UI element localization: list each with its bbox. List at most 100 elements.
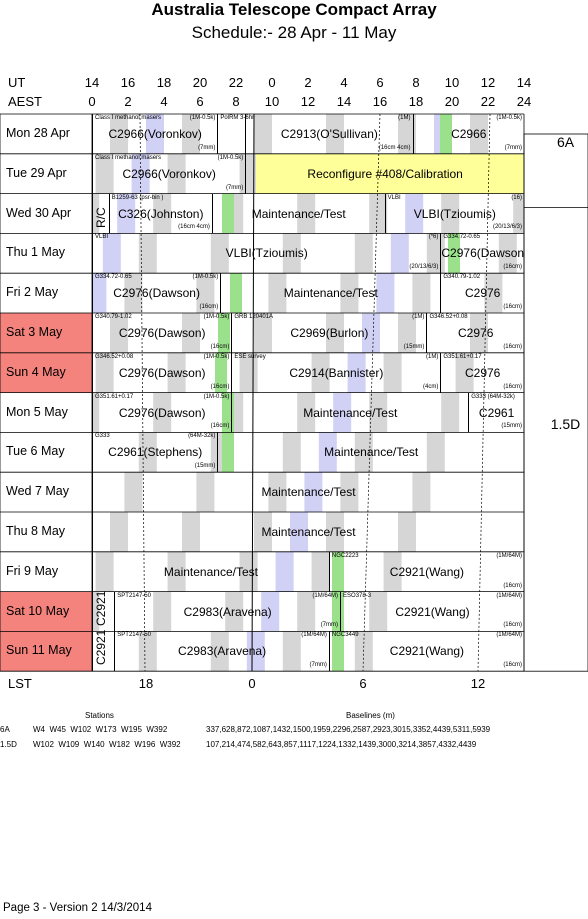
time-band: [347, 352, 366, 393]
ut-tick: 22: [228, 75, 244, 90]
schedule-block[interactable]: C2983(Aravena) SPT2147-50 (1M/64M) (7mm): [114, 631, 329, 672]
time-band: [513, 193, 524, 234]
day-label: Sat 10 May: [6, 603, 70, 618]
day-label-bg: [0, 114, 92, 154]
ut-tick: 2: [304, 75, 312, 90]
time-band: [138, 631, 157, 672]
schedule-block[interactable]: C2921(Wang) NGC2223 (1M/64M) (16cm): [328, 551, 524, 592]
schedule-block[interactable]: C2976(Dawson) G346.52+0.08 (1M-0.5k) (16cm): [92, 352, 231, 393]
lst-line: [477, 113, 491, 672]
schedule-block[interactable]: Maintenance/Test: [220, 273, 440, 313]
time-band: [326, 313, 344, 353]
schedule-block[interactable]: C2913(O'Sullivan) (1M) (16cm 4cm): [245, 114, 412, 154]
ut-tick: 0: [268, 75, 276, 90]
schedule-block[interactable]: C2969(Burlon) GRB 120401A (1M) (15mm): [231, 313, 426, 353]
schedule-block[interactable]: C2921: [92, 630, 114, 672]
schedule-block[interactable]: C2921(Wang) ESO378-3 (1M/64M) (16cm): [340, 591, 524, 632]
ut-tick: 16: [120, 75, 136, 90]
block-project-label: C2921(Wang): [389, 644, 465, 659]
schedule-block[interactable]: Maintenance/Test: [92, 512, 524, 552]
block-annotation: (1M-0.5k): [217, 154, 244, 161]
schedule-block[interactable]: C2976 G346.52+0.08 (16cm): [426, 313, 524, 353]
time-band: [92, 392, 100, 433]
block-project-label: C2913(O'Sullivan): [280, 127, 378, 141]
day-label-bg: [0, 193, 92, 234]
block-annotation: G340.79-1.02: [443, 274, 481, 281]
schedule-block[interactable]: C2921(Wang) NGC3449 (1M/64M) (16cm): [328, 631, 524, 672]
time-band: [326, 512, 344, 552]
schedule-block[interactable]: C2976(Dawson) G334.72-0.65 (1M-0.5k) (16cm): [92, 273, 220, 313]
schedule-block[interactable]: C2961(Stephens) G333 (64M-32k) (15mm): [92, 432, 217, 473]
time-band: [297, 392, 316, 433]
schedule-block[interactable]: Maintenance/Test: [92, 472, 524, 512]
time-band: [182, 313, 200, 353]
time-band: [268, 472, 287, 512]
time-band: [470, 114, 488, 154]
schedule-block[interactable]: PolRM 3-6hr: [217, 114, 254, 154]
schedule-block[interactable]: Maintenance/Test: [231, 392, 468, 433]
schedule-block[interactable]: Maintenance/Test: [211, 193, 385, 234]
schedule-block[interactable]: Reconfigure #408/Calibration: [245, 153, 524, 194]
block-project-label: C2983(Aravena): [178, 644, 267, 659]
block-project-label: Maintenance/Test: [283, 286, 378, 301]
time-band: [297, 193, 316, 234]
block-project-label: C2961: [478, 405, 515, 420]
footer-baselines-1-5d: 107,214,474,582,643,857,1117,1224,1332,1…: [206, 740, 477, 749]
time-band: [210, 631, 229, 672]
schedule-block[interactable]: C2976(Dawson) G334.72-0.65 (16cm): [440, 233, 524, 274]
block-annotation: (7mm): [309, 662, 327, 669]
schedule-block[interactable]: C2983(Aravena) SPT2147-50 (1M/64M) (7mm): [114, 591, 340, 632]
schedule-block[interactable]: Maintenance/Test: [92, 551, 329, 592]
schedule-block[interactable]: C2921: [92, 590, 114, 632]
block-annotation: (15mm): [194, 463, 216, 470]
block-project-label: C2921: [94, 590, 108, 626]
schedule-block[interactable]: C2966 (1M-0.5k) (7mm): [412, 114, 524, 154]
schedule-block[interactable]: C326(Johnston) B1259-63 (psr-bin ) (16cm 4…: [108, 193, 212, 234]
schedule-block[interactable]: Maintenance/Test: [217, 432, 524, 473]
schedule-block[interactable]: C2966(Voronkov) Class I methanol masers (1…: [92, 153, 245, 194]
block-annotation: NGC3449: [331, 632, 359, 639]
time-band: [182, 114, 200, 154]
schedule-block[interactable]: C2976 G340.79-1.02 (16cm): [440, 273, 524, 313]
schedule-block[interactable]: C2966(Voronkov) Class I methanol masers (1…: [92, 114, 217, 154]
block-annotation: (1M/64M): [496, 552, 522, 559]
ut-tick: 6: [376, 75, 384, 90]
aest-tick: 4: [160, 94, 168, 109]
lst-label: LST: [8, 676, 32, 691]
block-annotation: (16cm): [503, 622, 522, 629]
block-annotation: SPT2147-50: [117, 592, 151, 599]
block-annotation: (1M-0.5k): [203, 314, 230, 320]
time-band: [354, 432, 373, 473]
schedule-block[interactable]: VLBI(Tzioumis) VLBI (*6) (20/13/6/3): [92, 233, 440, 274]
time-band: [110, 114, 128, 154]
day-label: Sat 3 May: [6, 325, 63, 339]
block-annotation: (1M): [412, 314, 425, 320]
calibration-band: [218, 313, 230, 353]
time-band: [210, 233, 229, 274]
ut-tick: 10: [444, 75, 460, 90]
schedule-block[interactable]: R/C: [92, 193, 109, 234]
lst-tick: 12: [470, 676, 486, 691]
schedule-block[interactable]: C2976(Dawson) G351.61+0.17 (1M-0.5k) (16cm): [92, 392, 231, 433]
block-annotation: SPT2147-50: [117, 632, 151, 639]
block-project-label: Maintenance/Test: [324, 445, 419, 460]
time-band: [146, 114, 164, 154]
block-annotation: (1M): [426, 353, 439, 360]
ut-tick: 12: [480, 75, 496, 90]
schedule-block[interactable]: VLBI(Tzioumis) VLBI (16) (20/13/6/3): [384, 193, 524, 234]
block-project-label: Maintenance/Test: [251, 206, 346, 221]
time-band: [326, 114, 344, 154]
block-annotation: G333 (64M-32k): [471, 393, 515, 400]
schedule-block[interactable]: C2961 G333 (64M-32k) (15mm): [468, 392, 524, 433]
schedule-block[interactable]: C2914(Bannister) ESE survey (1M) (4cm): [231, 352, 440, 393]
block-annotation: (1M/64M): [312, 592, 339, 599]
block-annotation: G346.52+0.08: [429, 314, 468, 320]
block-annotation: (16cm): [503, 662, 522, 669]
time-band: [398, 512, 416, 552]
aest-tick: 18: [408, 94, 424, 109]
schedule-block[interactable]: C2976(Dawson) G340.79-1.02 (1M-0.5k) (16cm): [92, 313, 231, 353]
day-label-bg: [0, 432, 92, 473]
schedule-block[interactable]: C2976 G351.61+0.17 (16cm): [440, 352, 524, 393]
block-annotation: (1M-0.5k): [189, 115, 216, 121]
